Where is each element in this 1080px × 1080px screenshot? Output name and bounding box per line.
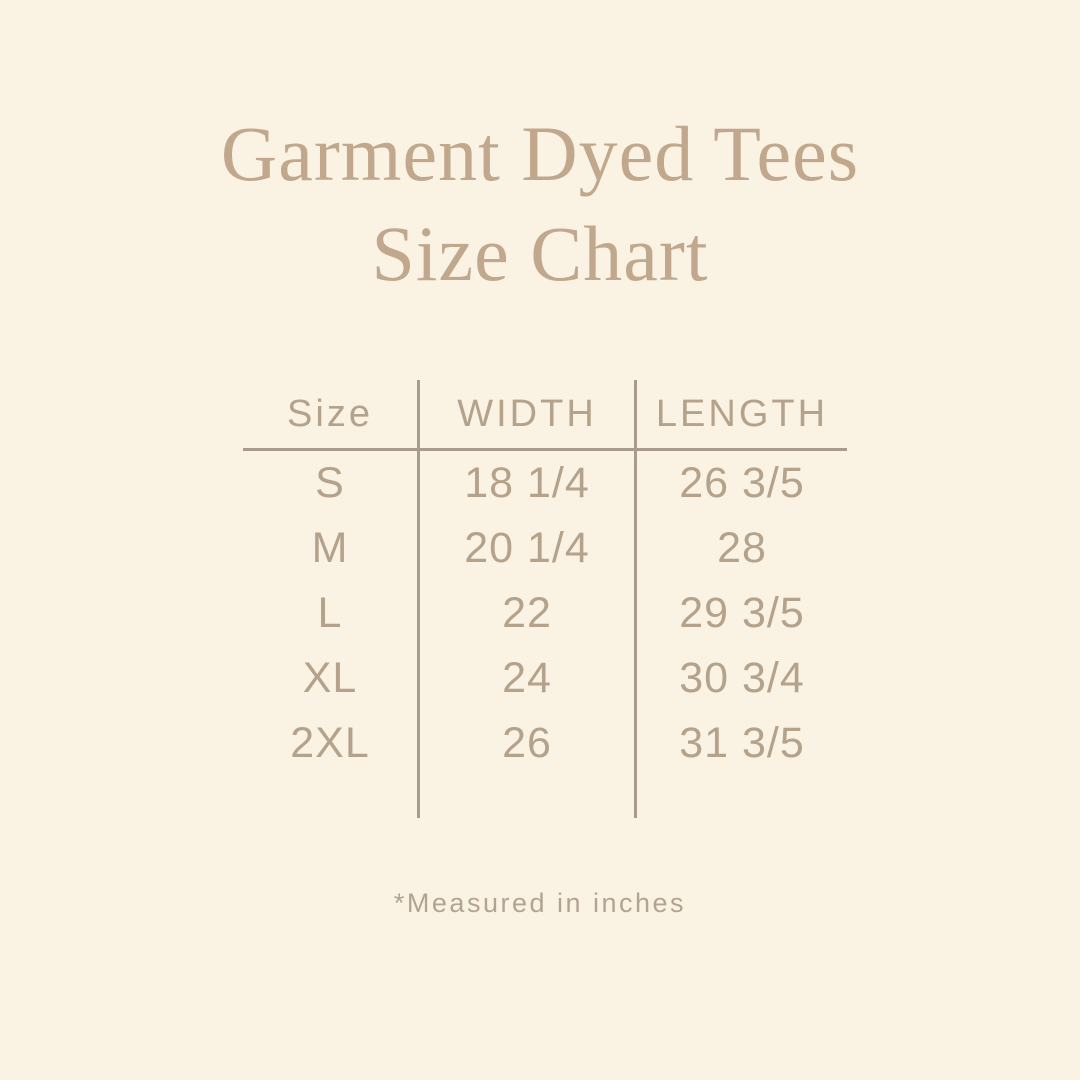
width-value: 26 (417, 711, 637, 776)
length-value: 31 3/5 (679, 719, 805, 767)
length-value: 30 3/4 (679, 654, 805, 702)
column-header-width: WIDTH (417, 380, 637, 451)
length-value: 28 (717, 524, 767, 572)
size-label: S (315, 459, 345, 507)
size-label: L (317, 589, 343, 637)
title-line-2: Size Chart (371, 210, 709, 297)
length-value: 29 3/5 (679, 589, 805, 637)
footnote: *Measured in inches (393, 888, 687, 918)
size-label: 2XL (290, 719, 370, 767)
width-value: 24 (417, 646, 637, 711)
rule-extension (637, 776, 847, 818)
column-header-size: Size (243, 380, 417, 451)
length-value: 26 3/5 (679, 459, 805, 507)
rule-extension (243, 776, 417, 818)
size-label: M (311, 524, 349, 572)
width-value: 22 (417, 581, 637, 646)
width-value: 20 1/4 (417, 516, 637, 581)
size-table: Size WIDTH LENGTH S 18 1/4 26 3/5 M 20 1… (243, 380, 847, 818)
width-value: 18 1/4 (417, 451, 637, 516)
column-header-length: LENGTH (637, 380, 847, 451)
rule-extension (417, 776, 637, 818)
size-label: XL (302, 654, 358, 702)
title-line-1: Garment Dyed Tees (220, 110, 860, 197)
page-title: Garment Dyed Tees Size Chart (0, 104, 1080, 304)
